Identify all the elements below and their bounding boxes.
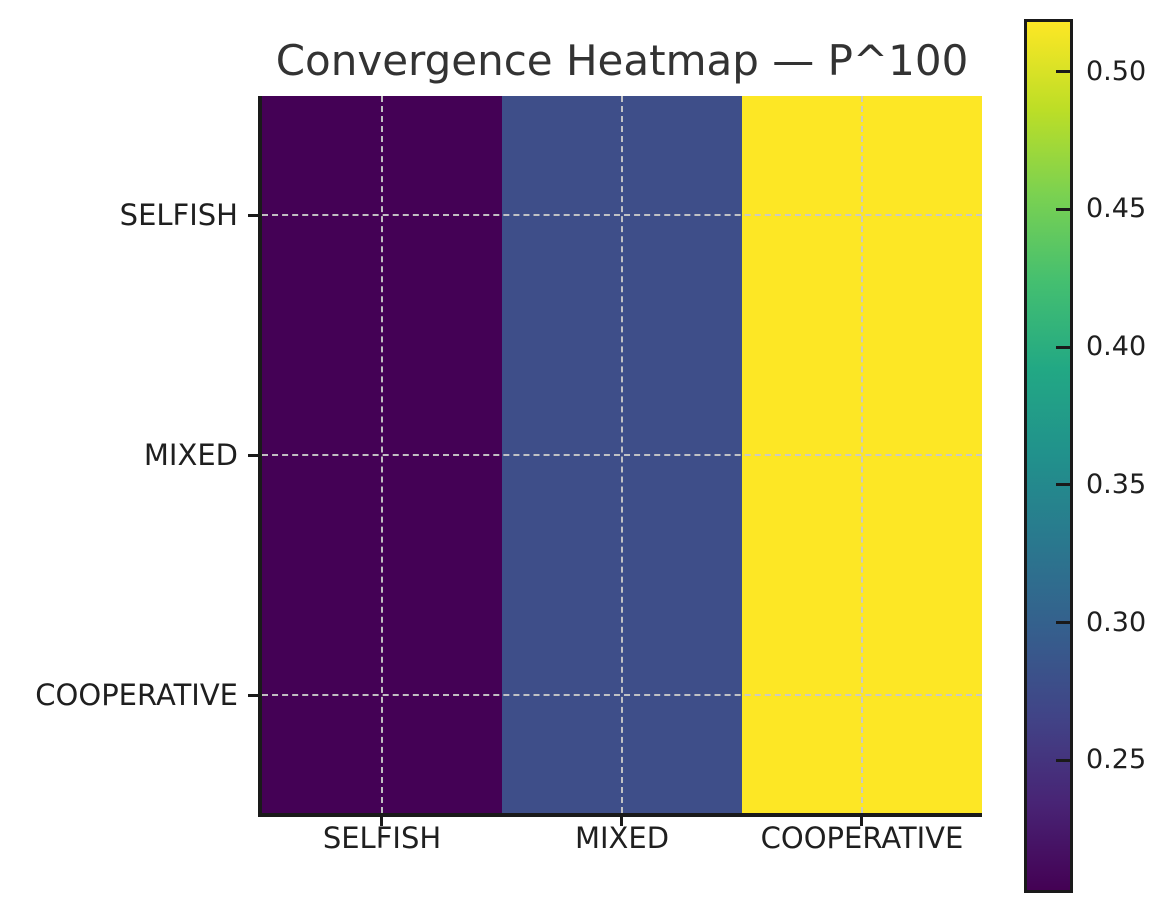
colorbar-tick xyxy=(1056,621,1072,625)
y-tick-label-mixed: MIXED xyxy=(143,438,238,472)
colorbar-tick xyxy=(1056,758,1072,762)
y-tick-label-cooperative: COOPERATIVE xyxy=(35,678,238,712)
y-axis-tick xyxy=(248,214,258,217)
colorbar-tick xyxy=(1056,483,1072,487)
y-tick-label-selfish: SELFISH xyxy=(119,198,238,232)
colorbar-tick xyxy=(1056,70,1072,74)
colorbar-tick-label: 0.50 xyxy=(1086,55,1147,87)
colorbar-tick-label: 0.35 xyxy=(1086,468,1147,500)
x-axis-tick xyxy=(860,817,863,826)
x-axis-tick xyxy=(620,817,623,826)
y-axis-spine xyxy=(258,96,262,817)
colorbar-tick xyxy=(1056,345,1072,349)
colorbar-tick-label: 0.30 xyxy=(1086,606,1147,638)
gridline-horizontal xyxy=(262,454,982,456)
x-axis-tick xyxy=(380,817,383,826)
x-axis-spine xyxy=(258,813,982,817)
y-axis-tick xyxy=(248,454,258,457)
x-tick-label-mixed: MIXED xyxy=(574,821,670,855)
x-tick-label-selfish: SELFISH xyxy=(322,821,442,855)
y-axis-tick xyxy=(248,694,258,697)
gridline-horizontal xyxy=(262,214,982,216)
chart-title: Convergence Heatmap — P^100 xyxy=(275,36,969,85)
colorbar xyxy=(1024,19,1073,893)
colorbar-tick-label: 0.25 xyxy=(1086,744,1147,776)
colorbar-tick-label: 0.40 xyxy=(1086,331,1147,363)
gridline-horizontal xyxy=(262,694,982,696)
colorbar-tick-label: 0.45 xyxy=(1086,193,1147,225)
x-tick-label-cooperative: COOPERATIVE xyxy=(760,821,964,855)
colorbar-tick xyxy=(1056,207,1072,211)
